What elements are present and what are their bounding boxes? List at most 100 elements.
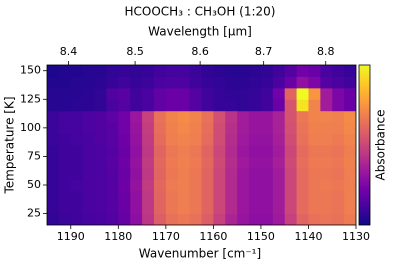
- heatmap-cell: [58, 76, 72, 89]
- heatmap-cell: [94, 87, 107, 100]
- heatmap-cell: [284, 122, 298, 135]
- heatmap-cell: [284, 145, 298, 157]
- heatmap-cell: [308, 122, 321, 135]
- heatmap-cell: [272, 190, 286, 203]
- heatmap-cell: [308, 190, 321, 203]
- heatmap-cell: [201, 133, 214, 146]
- heatmap-cell: [284, 65, 298, 77]
- heatmap-cell: [47, 179, 60, 192]
- heatmap-cell: [296, 179, 309, 192]
- heatmap-cell: [189, 76, 202, 89]
- heatmap-cell: [272, 110, 286, 123]
- heatmap-cell: [201, 213, 214, 225]
- heatmap-cell: [332, 65, 345, 77]
- heatmap-cell: [165, 202, 179, 215]
- heatmap-cell: [70, 99, 84, 112]
- heatmap-cell: [320, 133, 333, 146]
- heatmap-cell: [130, 99, 143, 112]
- heatmap-cell: [189, 110, 202, 123]
- heatmap-cell: [213, 99, 226, 112]
- heatmap-cell: [201, 179, 214, 192]
- heatmap: [47, 65, 356, 225]
- heatmap-cell: [344, 99, 356, 112]
- x-tick-label: 1140: [294, 230, 322, 243]
- heatmap-cell: [213, 145, 226, 157]
- heatmap-cell: [82, 190, 96, 203]
- heatmap-cell: [344, 87, 356, 100]
- heatmap-cell: [213, 190, 226, 203]
- heatmap-cell: [142, 156, 155, 169]
- heatmap-cell: [82, 145, 96, 157]
- heatmap-cell: [189, 179, 202, 192]
- heatmap-cell: [142, 99, 155, 112]
- heatmap-cell: [237, 122, 250, 135]
- heatmap-cell: [332, 213, 345, 225]
- heatmap-cell: [94, 110, 107, 123]
- heatmap-cell: [70, 190, 84, 203]
- heatmap-cell: [344, 156, 356, 169]
- heatmap-cell: [47, 145, 60, 157]
- heatmap-cell: [142, 202, 155, 215]
- heatmap-cell: [237, 179, 250, 192]
- heatmap-cell: [272, 87, 286, 100]
- heatmap-cell: [142, 87, 155, 100]
- heatmap-cell: [153, 145, 167, 157]
- heatmap-cell: [153, 179, 167, 192]
- heatmap-cell: [70, 213, 84, 225]
- heatmap-cell: [106, 145, 119, 157]
- heatmap-cell: [142, 110, 155, 123]
- heatmap-cell: [344, 133, 356, 146]
- heatmap-cell: [332, 122, 345, 135]
- heatmap-cell: [177, 145, 191, 157]
- heatmap-cell: [260, 167, 274, 180]
- heatmap-cell: [201, 65, 214, 77]
- heatmap-cell: [58, 65, 72, 77]
- heatmap-cell: [213, 213, 226, 225]
- x2-axis-label: Wavelength [μm]: [148, 25, 252, 39]
- heatmap-cell: [296, 213, 309, 225]
- heatmap-cell: [189, 156, 202, 169]
- heatmap-cell: [308, 202, 321, 215]
- heatmap-cell: [177, 87, 191, 100]
- heatmap-cell: [47, 167, 60, 180]
- heatmap-cell: [118, 179, 131, 192]
- heatmap-cell: [153, 167, 167, 180]
- heatmap-cell: [225, 133, 238, 146]
- heatmap-cell: [70, 133, 84, 146]
- heatmap-cell: [296, 122, 309, 135]
- heatmap-cell: [142, 213, 155, 225]
- heatmap-cell: [308, 99, 321, 112]
- heatmap-cell: [260, 87, 274, 100]
- heatmap-cell: [201, 167, 214, 180]
- heatmap-cell: [94, 190, 107, 203]
- heatmap-cell: [130, 167, 143, 180]
- heatmap-cell: [153, 110, 167, 123]
- heatmap-cell: [189, 167, 202, 180]
- heatmap-cell: [332, 87, 345, 100]
- heatmap-cell: [58, 133, 72, 146]
- heatmap-cell: [165, 87, 179, 100]
- heatmap-cell: [165, 213, 179, 225]
- heatmap-cell: [344, 122, 356, 135]
- heatmap-cell: [213, 179, 226, 192]
- heatmap-cell: [320, 145, 333, 157]
- heatmap-cell: [153, 76, 167, 89]
- heatmap-cell: [70, 87, 84, 100]
- heatmap-cell: [260, 122, 274, 135]
- heatmap-cell: [284, 167, 298, 180]
- heatmap-cell: [189, 202, 202, 215]
- heatmap-cell: [177, 76, 191, 89]
- heatmap-cell: [142, 145, 155, 157]
- heatmap-cell: [260, 99, 274, 112]
- heatmap-cell: [153, 99, 167, 112]
- heatmap-cell: [118, 110, 131, 123]
- heatmap-cell: [47, 190, 60, 203]
- heatmap-cell: [344, 110, 356, 123]
- heatmap-cell: [94, 76, 107, 89]
- heatmap-cell: [106, 110, 119, 123]
- heatmap-cell: [94, 99, 107, 112]
- heatmap-cell: [249, 190, 262, 203]
- heatmap-cell: [153, 65, 167, 77]
- x2-tick-label: 8.8: [317, 45, 335, 58]
- heatmap-cell: [213, 167, 226, 180]
